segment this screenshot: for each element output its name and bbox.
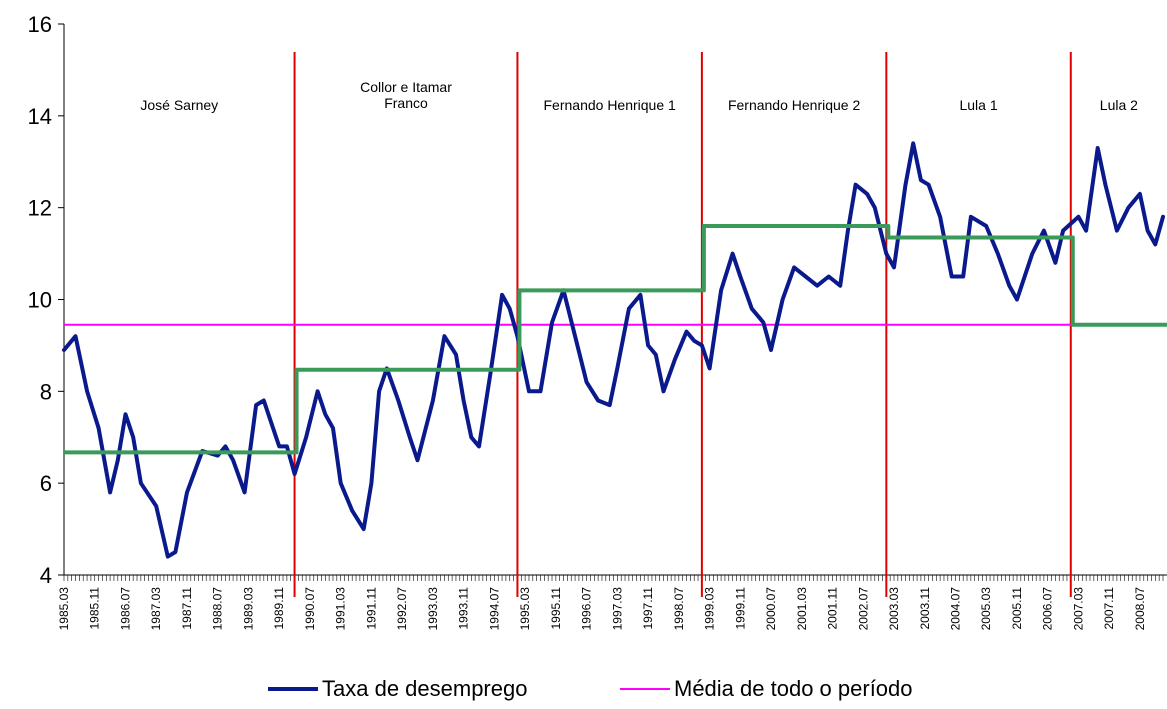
- y-axis: 4 6 8 10 12 14 16: [28, 12, 65, 588]
- x-tick-label: 1993.11: [457, 587, 471, 630]
- y-tick-label: 4: [40, 563, 52, 588]
- x-tick-label: 1997.11: [641, 587, 655, 630]
- x-tick-label: 1999.03: [703, 587, 717, 631]
- x-tick-label: 1986.07: [118, 587, 132, 631]
- x-tick-label: 1995.03: [518, 587, 532, 631]
- x-tick-label: 2001.11: [826, 587, 840, 630]
- x-tick-label: 1994.07: [487, 587, 501, 631]
- x-tick-label: 1996.07: [580, 587, 594, 631]
- legend-label: Média de todo o período: [674, 676, 913, 701]
- y-tick-label: 6: [40, 471, 52, 496]
- era-means-layer: [64, 224, 1167, 455]
- legend: Taxa de desemprego Média de todo o períod…: [268, 676, 913, 701]
- unemployment-rate-line: [62, 141, 1165, 559]
- x-tick-label: 1991.03: [334, 587, 348, 631]
- era-mean-step-line: [64, 224, 1167, 455]
- x-tick-label: 2003.11: [918, 587, 932, 630]
- x-tick-label: 2007.11: [1102, 587, 1116, 630]
- x-tick-label: 1987.11: [180, 587, 194, 630]
- era-label: Franco: [384, 95, 428, 111]
- x-tick-label: 2007.03: [1071, 587, 1085, 631]
- x-axis: 1985.03 1985.11 1986.07 1987.03 1987.11 1988.…: [57, 574, 1167, 631]
- era-label: Fernando Henrique 2: [728, 97, 861, 113]
- y-tick-label: 14: [28, 104, 52, 129]
- x-tick-label: 1988.07: [211, 587, 225, 631]
- era-label: José Sarney: [140, 97, 218, 113]
- era-label: Fernando Henrique 1: [544, 97, 677, 113]
- legend-label: Taxa de desemprego: [322, 676, 527, 701]
- x-tick-label: 2005.03: [979, 587, 993, 631]
- era-label: Lula 2: [1100, 97, 1138, 113]
- x-tick-label: 1999.11: [733, 587, 747, 630]
- x-tick-label: 2002.07: [856, 587, 870, 631]
- x-tick-label: 1985.11: [88, 587, 102, 630]
- x-tick-label: 2006.07: [1041, 587, 1055, 631]
- x-tick-label: 2005.11: [1010, 587, 1024, 630]
- x-tick-label: 1997.03: [610, 587, 624, 631]
- y-tick-label: 10: [28, 288, 52, 313]
- x-tick-label: 2003.03: [887, 587, 901, 631]
- x-tick-label: 1993.03: [426, 587, 440, 631]
- x-tick-label: 1987.03: [149, 587, 163, 631]
- x-tick-label: 1991.11: [364, 587, 378, 630]
- x-tick-label: 2008.07: [1133, 587, 1147, 631]
- x-tick-label: 1992.07: [395, 587, 409, 631]
- x-tick-label: 1998.07: [672, 587, 686, 631]
- x-tick-label: 2004.07: [948, 587, 962, 631]
- era-label: Lula 1: [959, 97, 997, 113]
- x-tick-label: 1989.03: [241, 587, 255, 631]
- y-tick-label: 12: [28, 196, 52, 221]
- x-tick-label: 1990.07: [303, 587, 317, 631]
- y-tick-label: 8: [40, 379, 52, 404]
- x-tick-label: 2001.03: [795, 587, 809, 631]
- y-tick-label: 16: [28, 12, 52, 37]
- x-tick-label: 1985.03: [57, 587, 71, 631]
- x-tick-label: 1995.11: [549, 587, 563, 630]
- era-label: Collor e Itamar: [360, 79, 452, 95]
- x-tick-label: 2000.07: [764, 587, 778, 631]
- x-tick-label: 1989.11: [272, 587, 286, 630]
- series-layer: [62, 141, 1165, 559]
